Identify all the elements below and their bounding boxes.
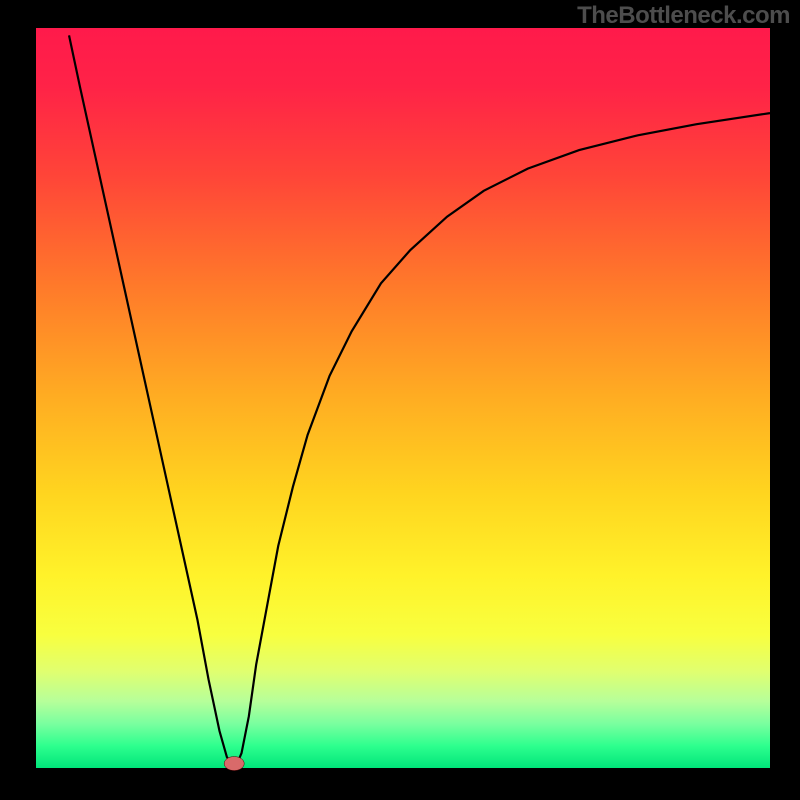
- bottleneck-curve: [36, 28, 770, 768]
- chart-frame: TheBottleneck.com: [0, 0, 800, 800]
- watermark-label: TheBottleneck.com: [577, 2, 790, 30]
- plot-area: [36, 28, 770, 768]
- minimum-marker: [224, 757, 244, 771]
